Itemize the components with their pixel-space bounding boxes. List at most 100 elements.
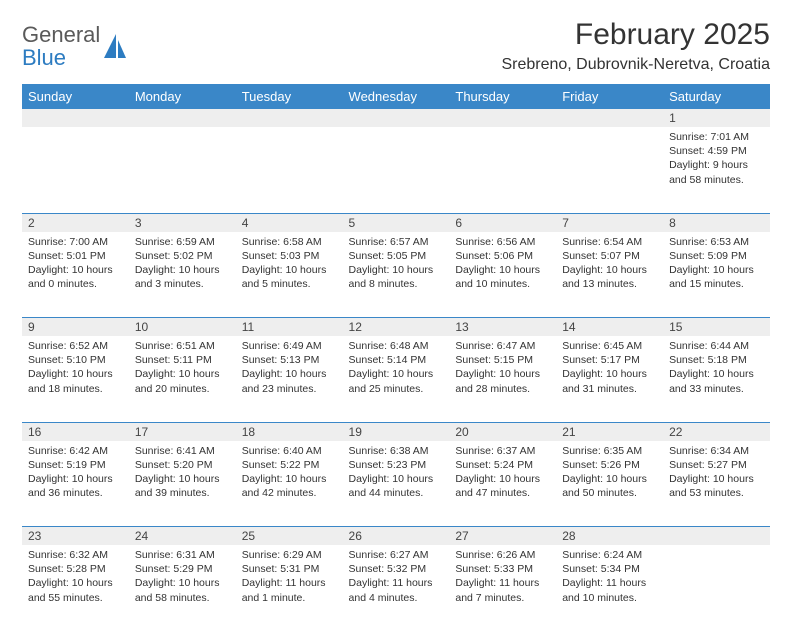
day-number: 19 [343,422,450,441]
day-detail-line: Sunset: 5:02 PM [135,249,230,263]
day-number: 28 [556,527,663,546]
day-cell: Sunrise: 6:38 AMSunset: 5:23 PMDaylight:… [343,441,450,527]
day-detail-line: Sunset: 5:24 PM [455,458,550,472]
day-cell: Sunrise: 6:56 AMSunset: 5:06 PMDaylight:… [449,232,556,318]
day-cell-body: Sunrise: 6:27 AMSunset: 5:32 PMDaylight:… [343,545,450,611]
day-detail-line: Sunset: 5:05 PM [349,249,444,263]
day-cell-body: Sunrise: 6:58 AMSunset: 5:03 PMDaylight:… [236,232,343,298]
day-detail-line: Sunset: 5:03 PM [242,249,337,263]
day-number-row: 16171819202122 [22,422,770,441]
day-number: 15 [663,318,770,337]
day-detail-line: Sunset: 5:22 PM [242,458,337,472]
day-cell-body: Sunrise: 7:01 AMSunset: 4:59 PMDaylight:… [663,127,770,193]
day-detail-line: Daylight: 10 hours and 10 minutes. [455,263,550,291]
day-cell-body: Sunrise: 6:51 AMSunset: 5:11 PMDaylight:… [129,336,236,402]
week-row: Sunrise: 6:42 AMSunset: 5:19 PMDaylight:… [22,441,770,527]
day-detail-line: Sunset: 5:27 PM [669,458,764,472]
day-detail-line: Sunset: 5:23 PM [349,458,444,472]
day-cell: Sunrise: 6:45 AMSunset: 5:17 PMDaylight:… [556,336,663,422]
weekday-header: Wednesday [343,84,450,109]
day-detail-line: Sunset: 5:13 PM [242,353,337,367]
day-detail-line: Daylight: 10 hours and 50 minutes. [562,472,657,500]
day-number-row: 1 [22,109,770,127]
day-cell-body: Sunrise: 6:56 AMSunset: 5:06 PMDaylight:… [449,232,556,298]
day-detail-line: Daylight: 11 hours and 4 minutes. [349,576,444,604]
day-detail-line: Sunset: 5:11 PM [135,353,230,367]
day-cell: Sunrise: 6:32 AMSunset: 5:28 PMDaylight:… [22,545,129,631]
day-number: 9 [22,318,129,337]
day-detail-line: Sunrise: 6:57 AM [349,235,444,249]
day-cell-body: Sunrise: 6:31 AMSunset: 5:29 PMDaylight:… [129,545,236,611]
day-detail-line: Daylight: 10 hours and 58 minutes. [135,576,230,604]
day-detail-line: Sunset: 5:17 PM [562,353,657,367]
day-cell-body: Sunrise: 6:37 AMSunset: 5:24 PMDaylight:… [449,441,556,507]
day-cell-body [449,127,556,136]
day-cell: Sunrise: 6:27 AMSunset: 5:32 PMDaylight:… [343,545,450,631]
day-number: 5 [343,213,450,232]
day-detail-line: Daylight: 10 hours and 18 minutes. [28,367,123,395]
day-number: 22 [663,422,770,441]
day-detail-line: Sunset: 5:34 PM [562,562,657,576]
day-number [663,527,770,546]
day-detail-line: Sunset: 5:33 PM [455,562,550,576]
day-cell: Sunrise: 6:52 AMSunset: 5:10 PMDaylight:… [22,336,129,422]
day-detail-line: Daylight: 9 hours and 58 minutes. [669,158,764,186]
day-detail-line: Sunset: 5:20 PM [135,458,230,472]
day-detail-line: Daylight: 10 hours and 8 minutes. [349,263,444,291]
day-detail-line: Sunrise: 6:26 AM [455,548,550,562]
day-detail-line: Sunrise: 6:38 AM [349,444,444,458]
day-cell-body [556,127,663,136]
day-detail-line: Sunrise: 6:45 AM [562,339,657,353]
day-number [22,109,129,127]
day-cell: Sunrise: 6:59 AMSunset: 5:02 PMDaylight:… [129,232,236,318]
day-detail-line: Sunset: 4:59 PM [669,144,764,158]
day-number: 1 [663,109,770,127]
brand-logo: General Blue [22,18,128,70]
day-cell: Sunrise: 6:54 AMSunset: 5:07 PMDaylight:… [556,232,663,318]
day-detail-line: Sunset: 5:01 PM [28,249,123,263]
day-cell: Sunrise: 6:48 AMSunset: 5:14 PMDaylight:… [343,336,450,422]
day-detail-line: Sunrise: 6:31 AM [135,548,230,562]
day-detail-line: Daylight: 11 hours and 1 minute. [242,576,337,604]
day-cell-body: Sunrise: 6:38 AMSunset: 5:23 PMDaylight:… [343,441,450,507]
day-detail-line: Sunrise: 6:51 AM [135,339,230,353]
day-detail-line: Sunrise: 6:32 AM [28,548,123,562]
day-detail-line: Sunrise: 6:24 AM [562,548,657,562]
day-detail-line: Sunrise: 6:27 AM [349,548,444,562]
day-detail-line: Sunset: 5:06 PM [455,249,550,263]
day-cell-body: Sunrise: 6:42 AMSunset: 5:19 PMDaylight:… [22,441,129,507]
day-cell [449,127,556,213]
day-cell-body: Sunrise: 6:59 AMSunset: 5:02 PMDaylight:… [129,232,236,298]
day-cell: Sunrise: 7:00 AMSunset: 5:01 PMDaylight:… [22,232,129,318]
day-detail-line: Daylight: 10 hours and 13 minutes. [562,263,657,291]
day-detail-line: Sunset: 5:14 PM [349,353,444,367]
day-cell-body: Sunrise: 6:44 AMSunset: 5:18 PMDaylight:… [663,336,770,402]
day-number: 21 [556,422,663,441]
day-cell: Sunrise: 6:47 AMSunset: 5:15 PMDaylight:… [449,336,556,422]
day-cell-body: Sunrise: 6:52 AMSunset: 5:10 PMDaylight:… [22,336,129,402]
day-detail-line: Sunrise: 6:54 AM [562,235,657,249]
day-cell-body: Sunrise: 6:34 AMSunset: 5:27 PMDaylight:… [663,441,770,507]
day-detail-line: Sunset: 5:29 PM [135,562,230,576]
day-number: 7 [556,213,663,232]
weekday-header: Friday [556,84,663,109]
day-cell: Sunrise: 6:58 AMSunset: 5:03 PMDaylight:… [236,232,343,318]
day-detail-line: Sunrise: 6:37 AM [455,444,550,458]
day-detail-line: Sunrise: 7:00 AM [28,235,123,249]
day-detail-line: Sunrise: 6:40 AM [242,444,337,458]
day-cell-body: Sunrise: 6:49 AMSunset: 5:13 PMDaylight:… [236,336,343,402]
day-number: 10 [129,318,236,337]
day-detail-line: Daylight: 10 hours and 15 minutes. [669,263,764,291]
day-cell-body [22,127,129,136]
day-number: 18 [236,422,343,441]
day-detail-line: Sunset: 5:19 PM [28,458,123,472]
week-row: Sunrise: 7:01 AMSunset: 4:59 PMDaylight:… [22,127,770,213]
brand-word2: Blue [22,45,66,70]
day-cell-body: Sunrise: 6:45 AMSunset: 5:17 PMDaylight:… [556,336,663,402]
day-detail-line: Sunset: 5:26 PM [562,458,657,472]
day-number: 17 [129,422,236,441]
day-detail-line: Sunset: 5:10 PM [28,353,123,367]
day-cell [236,127,343,213]
day-detail-line: Sunset: 5:31 PM [242,562,337,576]
day-cell-body: Sunrise: 6:48 AMSunset: 5:14 PMDaylight:… [343,336,450,402]
